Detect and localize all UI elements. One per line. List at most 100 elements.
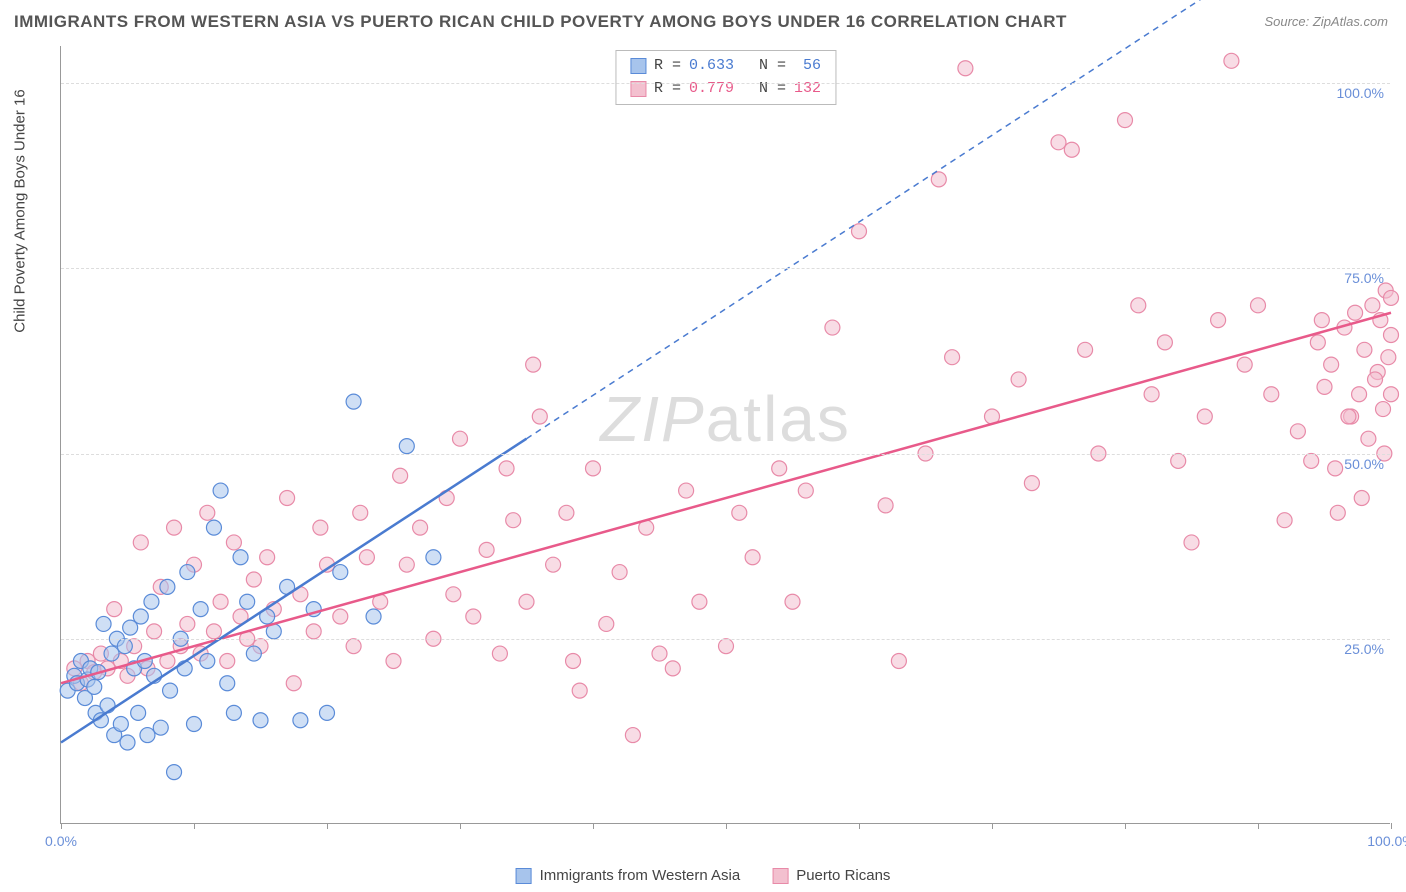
- x-tick-label: 0.0%: [45, 833, 77, 849]
- scatter-point-blue: [366, 609, 381, 624]
- scatter-point-pink: [1348, 305, 1363, 320]
- scatter-point-pink: [878, 498, 893, 513]
- scatter-point-pink: [1365, 298, 1380, 313]
- y-tick-label: 100.0%: [1337, 85, 1384, 101]
- legend-swatch-pink: [772, 868, 788, 884]
- scatter-point-blue: [213, 483, 228, 498]
- scatter-point-pink: [532, 409, 547, 424]
- scatter-point-pink: [891, 653, 906, 668]
- scatter-point-pink: [745, 550, 760, 565]
- gridline-horizontal: [61, 268, 1390, 269]
- scatter-point-pink: [479, 542, 494, 557]
- scatter-point-pink: [1368, 372, 1383, 387]
- scatter-point-pink: [200, 505, 215, 520]
- scatter-point-pink: [446, 587, 461, 602]
- x-tick: [1125, 823, 1126, 829]
- scatter-point-pink: [466, 609, 481, 624]
- scatter-point-pink: [945, 350, 960, 365]
- scatter-point-pink: [1051, 135, 1066, 150]
- scatter-point-pink: [1277, 513, 1292, 528]
- source-attribution: Source: ZipAtlas.com: [1264, 14, 1388, 29]
- x-tick: [992, 823, 993, 829]
- scatter-point-pink: [559, 505, 574, 520]
- scatter-point-pink: [353, 505, 368, 520]
- scatter-point-blue: [220, 676, 235, 691]
- scatter-point-pink: [1184, 535, 1199, 550]
- scatter-point-pink: [453, 431, 468, 446]
- scatter-point-blue: [320, 705, 335, 720]
- scatter-point-pink: [519, 594, 534, 609]
- scatter-point-blue: [293, 713, 308, 728]
- scatter-point-pink: [1251, 298, 1266, 313]
- scatter-point-pink: [1328, 461, 1343, 476]
- scatter-point-pink: [180, 616, 195, 631]
- x-tick: [61, 823, 62, 829]
- scatter-point-pink: [1352, 387, 1367, 402]
- x-tick: [460, 823, 461, 829]
- scatter-point-pink: [492, 646, 507, 661]
- scatter-point-pink: [566, 653, 581, 668]
- scatter-point-blue: [226, 705, 241, 720]
- scatter-point-pink: [586, 461, 601, 476]
- scatter-point-pink: [399, 557, 414, 572]
- scatter-point-pink: [1376, 402, 1391, 417]
- scatter-point-blue: [131, 705, 146, 720]
- scatter-point-blue: [120, 735, 135, 750]
- scatter-point-pink: [625, 728, 640, 743]
- scatter-point-pink: [1011, 372, 1026, 387]
- scatter-point-pink: [1064, 142, 1079, 157]
- scatter-point-blue: [240, 594, 255, 609]
- scatter-point-pink: [719, 639, 734, 654]
- scatter-point-pink: [1171, 453, 1186, 468]
- scatter-point-pink: [333, 609, 348, 624]
- scatter-point-pink: [220, 653, 235, 668]
- scatter-point-pink: [1314, 313, 1329, 328]
- legend-label-blue: Immigrants from Western Asia: [540, 867, 741, 884]
- scatter-point-blue: [167, 765, 182, 780]
- bottom-legend: Immigrants from Western Asia Puerto Rica…: [516, 867, 891, 884]
- legend-swatch-blue: [516, 868, 532, 884]
- trendline-blue-dashed: [527, 0, 1232, 439]
- scatter-point-blue: [180, 565, 195, 580]
- scatter-point-pink: [1264, 387, 1279, 402]
- scatter-svg: [61, 46, 1390, 823]
- scatter-point-pink: [1224, 53, 1239, 68]
- scatter-point-pink: [1131, 298, 1146, 313]
- plot-area: ZIPatlas R = 0.633 N = 56 R = 0.779 N = …: [60, 46, 1390, 824]
- scatter-point-pink: [280, 490, 295, 505]
- y-tick-label: 75.0%: [1344, 270, 1384, 286]
- scatter-point-blue: [206, 520, 221, 535]
- scatter-point-pink: [612, 565, 627, 580]
- scatter-point-blue: [133, 609, 148, 624]
- scatter-point-pink: [958, 61, 973, 76]
- chart-title: IMMIGRANTS FROM WESTERN ASIA VS PUERTO R…: [14, 12, 1067, 32]
- scatter-point-pink: [1384, 387, 1399, 402]
- scatter-point-pink: [413, 520, 428, 535]
- x-tick: [1391, 823, 1392, 829]
- scatter-point-pink: [306, 624, 321, 639]
- gridline-horizontal: [61, 639, 1390, 640]
- scatter-point-pink: [499, 461, 514, 476]
- scatter-point-blue: [87, 679, 102, 694]
- scatter-point-pink: [1354, 490, 1369, 505]
- gridline-horizontal: [61, 83, 1390, 84]
- scatter-point-pink: [346, 639, 361, 654]
- scatter-point-pink: [825, 320, 840, 335]
- scatter-point-blue: [426, 550, 441, 565]
- scatter-point-pink: [665, 661, 680, 676]
- scatter-point-pink: [785, 594, 800, 609]
- scatter-point-pink: [1290, 424, 1305, 439]
- scatter-point-pink: [1024, 476, 1039, 491]
- scatter-point-pink: [1237, 357, 1252, 372]
- scatter-point-pink: [1211, 313, 1226, 328]
- scatter-point-pink: [692, 594, 707, 609]
- scatter-point-pink: [286, 676, 301, 691]
- scatter-point-blue: [246, 646, 261, 661]
- scatter-point-pink: [798, 483, 813, 498]
- scatter-point-blue: [144, 594, 159, 609]
- legend-item-blue: Immigrants from Western Asia: [516, 867, 741, 884]
- scatter-point-pink: [226, 535, 241, 550]
- scatter-point-blue: [104, 646, 119, 661]
- x-tick-label: 100.0%: [1367, 833, 1406, 849]
- scatter-point-pink: [167, 520, 182, 535]
